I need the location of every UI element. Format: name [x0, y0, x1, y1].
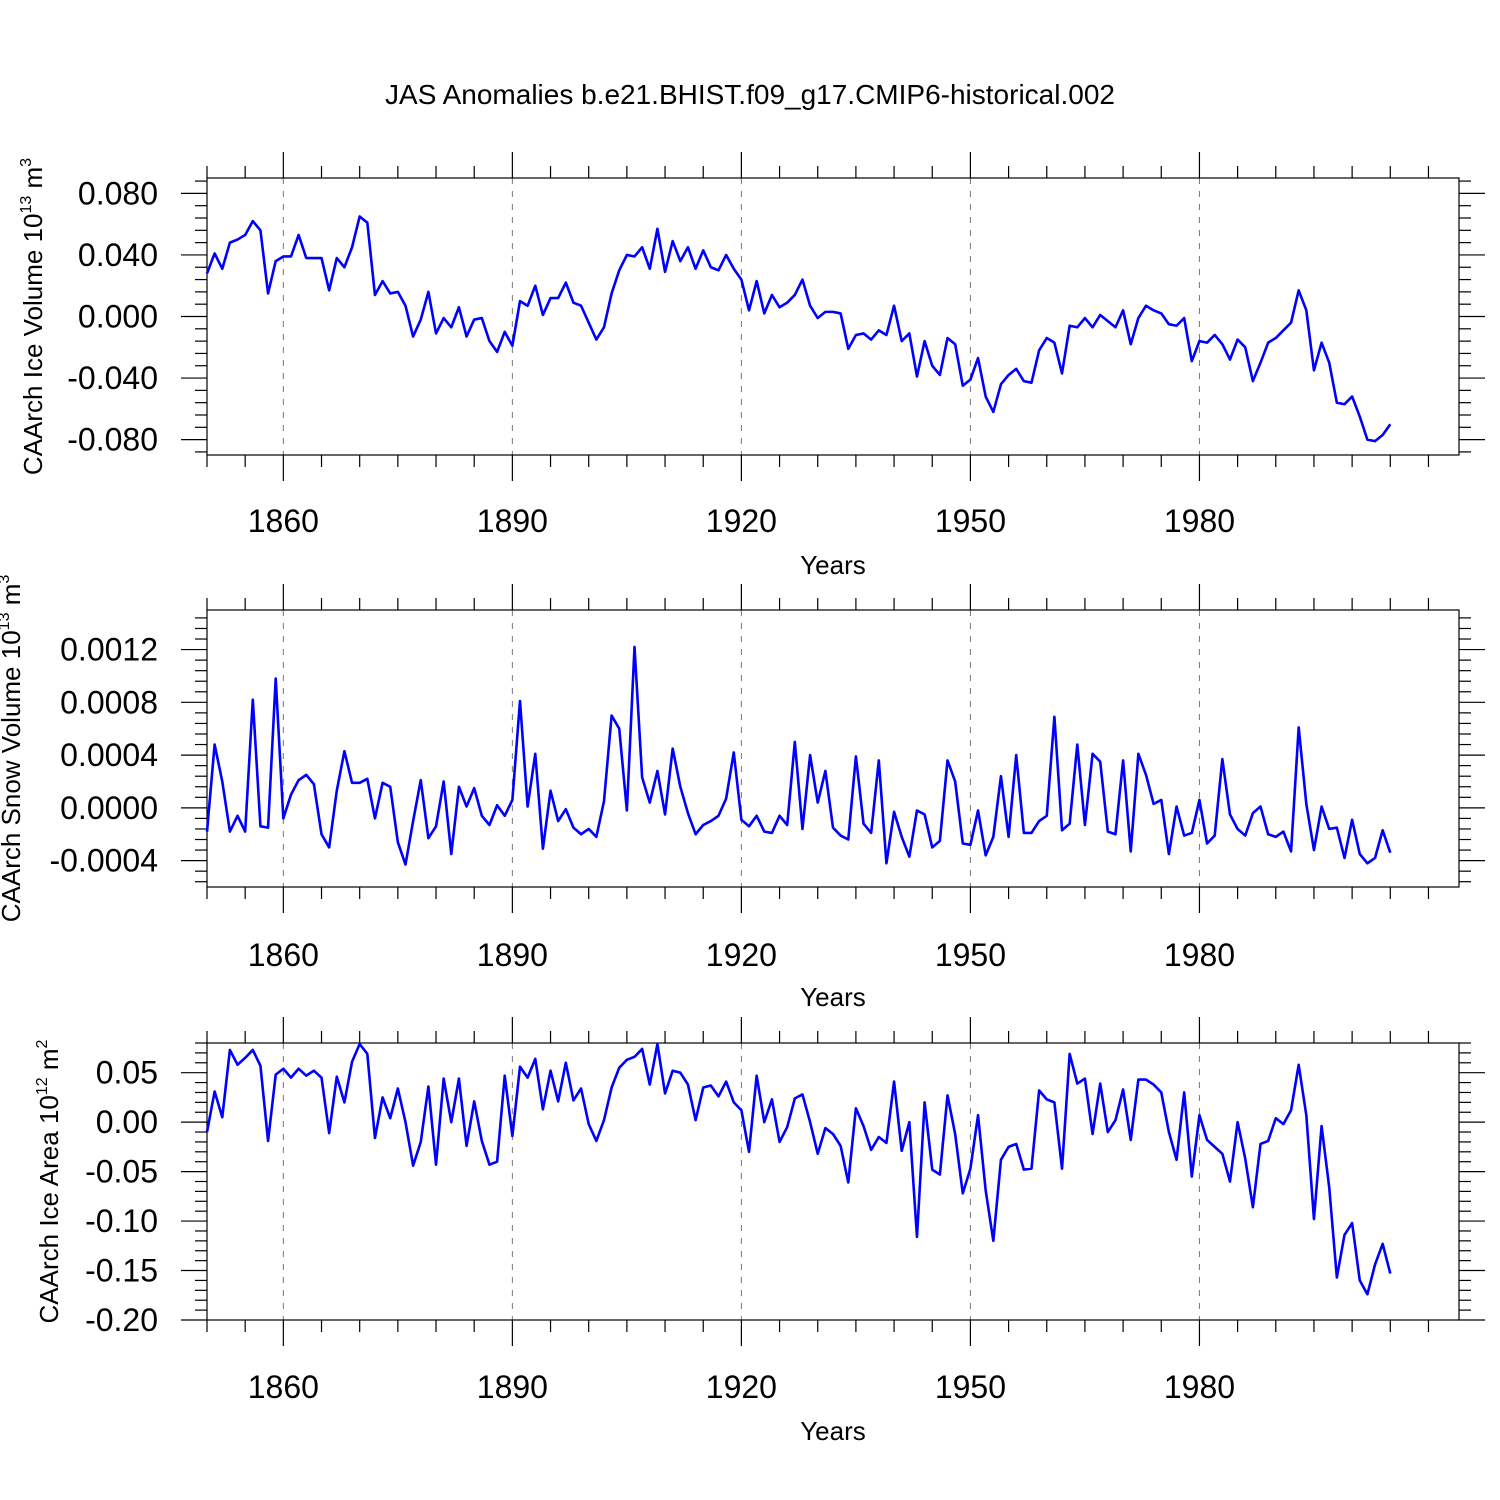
y-tick-label: -0.10	[85, 1203, 158, 1239]
y-tick-label: 0.080	[78, 175, 158, 211]
y-tick-label: -0.040	[67, 360, 158, 396]
plot-frame	[206, 609, 1460, 888]
x-axis-label: Years	[800, 550, 866, 580]
x-tick-label: 1860	[248, 503, 319, 539]
y-axis-label: CAArch Ice Area 1012 m2	[34, 1039, 64, 1323]
panel-snow-volume: 1860 1890 1920 1950 1980 Years 0.0012 0.0008 0.0…	[0, 575, 1485, 1012]
x-tick-label: 1860	[248, 1369, 319, 1405]
plot-frame	[206, 177, 1460, 456]
y-tick-label: -0.15	[85, 1253, 158, 1289]
y-tick-label: 0.040	[78, 237, 158, 273]
y-tick-label: 0.00	[96, 1104, 158, 1140]
y-tick-label: -0.0004	[49, 843, 158, 879]
x-tick-label: 1980	[1164, 937, 1235, 973]
x-axis-label: Years	[800, 1416, 866, 1446]
x-tick-label: 1920	[706, 937, 777, 973]
x-axis-label: Years	[800, 982, 866, 1012]
y-tick-label: 0.05	[96, 1055, 158, 1091]
y-tick-label: 0.0004	[60, 737, 158, 773]
x-tick-label: 1980	[1164, 1369, 1235, 1405]
x-tick-label: 1950	[935, 937, 1006, 973]
series-line-snow-volume	[205, 645, 1392, 866]
series-line-ice-area	[205, 1042, 1392, 1296]
y-tick-label: -0.20	[85, 1302, 158, 1338]
x-tick-label: 1860	[248, 937, 319, 973]
y-axis-label: CAArch Snow Volume 1013 m3	[0, 575, 26, 923]
chart-title: JAS Anomalies b.e21.BHIST.f09_g17.CMIP6-…	[385, 79, 1115, 110]
x-tick-label: 1950	[935, 503, 1006, 539]
x-tick-label: 1980	[1164, 503, 1235, 539]
y-tick-label: 0.0000	[60, 790, 158, 826]
x-tick-label: 1890	[477, 503, 548, 539]
y-tick-label: 0.0012	[60, 632, 158, 668]
y-axis-label: CAArch Ice Volume 1013 m3	[18, 158, 48, 475]
panel-ice-volume: 1860 1890 1920 1950 1980 Years 0.080 0.040 0.000…	[18, 152, 1485, 580]
y-tick-label: 0.0008	[60, 684, 158, 720]
x-tick-label: 1920	[706, 1369, 777, 1405]
y-tick-label: -0.080	[67, 422, 158, 458]
panel-ice-area: 1860 1890 1920 1950 1980 Years 0.05 0.00 -0.05 -0…	[34, 1017, 1485, 1446]
y-tick-label: 0.000	[78, 299, 158, 335]
y-tick-label: -0.05	[85, 1154, 158, 1190]
series-line-ice-volume	[205, 215, 1392, 443]
x-tick-label: 1920	[706, 503, 777, 539]
x-tick-label: 1890	[477, 937, 548, 973]
x-tick-label: 1890	[477, 1369, 548, 1405]
plot-frame	[206, 1042, 1460, 1321]
x-tick-label: 1950	[935, 1369, 1006, 1405]
